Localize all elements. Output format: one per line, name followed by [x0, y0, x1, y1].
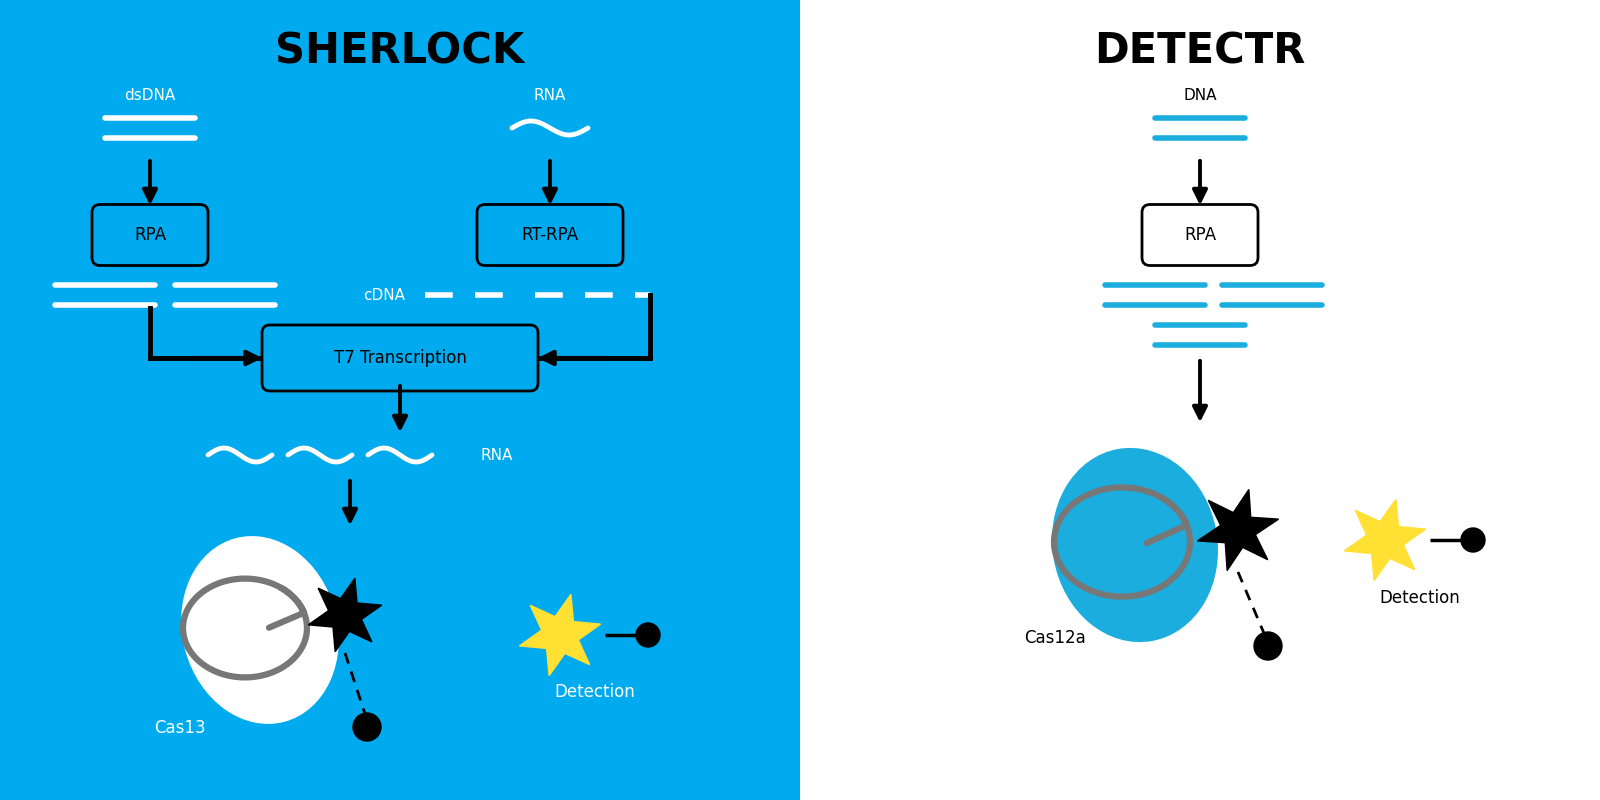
Text: RPA: RPA [1184, 226, 1216, 244]
Bar [0, 0, 800, 800]
Bar [800, 0, 1600, 800]
Polygon shape [309, 578, 382, 652]
FancyBboxPatch shape [262, 325, 538, 391]
Text: Cas12a: Cas12a [1024, 629, 1086, 647]
Text: Detection: Detection [1379, 589, 1461, 607]
Text: Cas13: Cas13 [154, 719, 206, 737]
Text: cDNA: cDNA [363, 287, 405, 302]
Text: dsDNA: dsDNA [125, 87, 176, 102]
Text: Detection: Detection [555, 683, 635, 701]
Text: RPA: RPA [134, 226, 166, 244]
Circle shape [354, 713, 381, 741]
Text: RNA: RNA [534, 87, 566, 102]
Ellipse shape [1053, 448, 1218, 642]
FancyBboxPatch shape [1142, 205, 1258, 266]
Text: RNA: RNA [480, 447, 512, 462]
FancyBboxPatch shape [93, 205, 208, 266]
Circle shape [1254, 632, 1282, 660]
FancyBboxPatch shape [477, 205, 622, 266]
Polygon shape [1344, 499, 1426, 581]
Polygon shape [520, 594, 600, 675]
Ellipse shape [181, 536, 339, 724]
Circle shape [1461, 528, 1485, 552]
Text: RT-RPA: RT-RPA [522, 226, 579, 244]
Text: DETECTR: DETECTR [1094, 30, 1306, 72]
Text: T7 Transcription: T7 Transcription [333, 349, 467, 367]
Text: DNA: DNA [1184, 87, 1216, 102]
Polygon shape [1197, 490, 1278, 570]
Text: SHERLOCK: SHERLOCK [275, 30, 525, 72]
Circle shape [637, 623, 661, 647]
